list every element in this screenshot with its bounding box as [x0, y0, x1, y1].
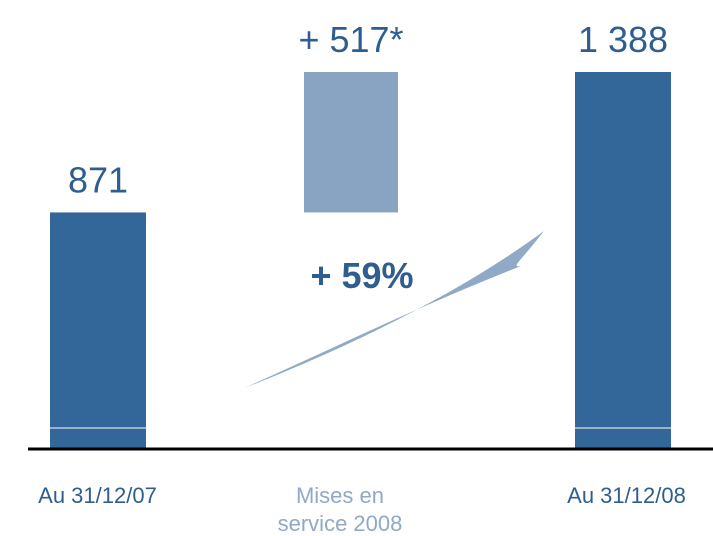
category-label: Mises en service 2008 — [240, 482, 440, 536]
category-label-line: Au 31/12/08 — [567, 483, 686, 508]
bar-increment — [304, 72, 398, 213]
data-label: 1 388 — [578, 19, 668, 60]
category-label: Au 31/12/08 — [540, 482, 713, 510]
growth-annotation: + 59% — [310, 255, 413, 296]
category-label-line: Mises en — [295, 483, 385, 508]
bar-start-total — [50, 212, 146, 449]
data-label: 871 — [68, 159, 128, 200]
category-label-line: Au 31/12/07 — [38, 483, 157, 508]
data-label: + 517* — [298, 19, 403, 60]
category-label-line: service 2008 — [277, 511, 403, 536]
category-label: Au 31/12/07 — [0, 482, 195, 510]
bar-end-total — [575, 72, 671, 449]
